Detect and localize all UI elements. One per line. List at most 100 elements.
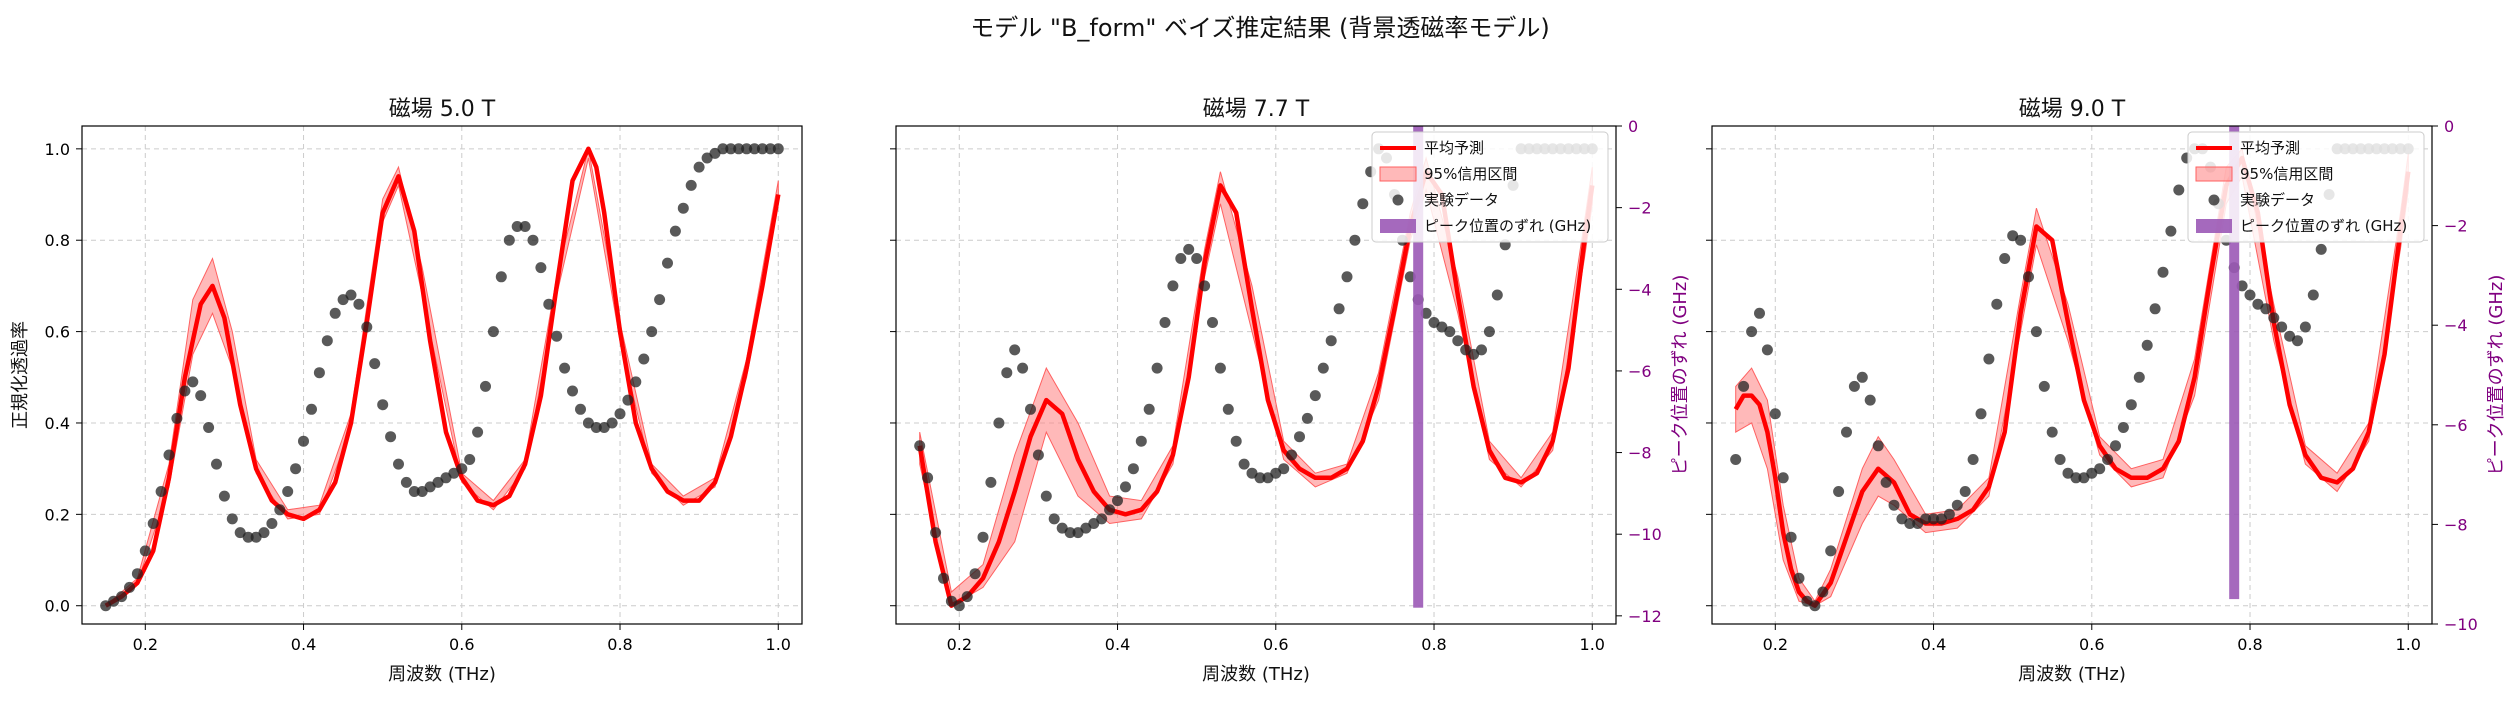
x-tick-label: 1.0: [1580, 635, 1605, 654]
data-point: [503, 234, 515, 246]
data-point: [393, 458, 404, 470]
x-axis-label: 周波数 (THz): [2018, 664, 2126, 685]
data-point: [1730, 454, 1742, 465]
data-point: [1238, 458, 1250, 470]
data-point: [961, 591, 973, 603]
x-tick-label: 0.4: [1105, 635, 1130, 654]
data-point: [1214, 362, 1226, 374]
legend-swatch-data: [1392, 194, 1404, 206]
x-tick-label: 0.8: [607, 635, 632, 654]
data-point: [1207, 317, 1218, 328]
data-point: [2268, 312, 2280, 324]
x-tick-label: 0.2: [1763, 635, 1788, 654]
data-point: [1920, 513, 1932, 525]
data-point: [772, 143, 784, 155]
chart-panel-3: 0.2 0.4 0.6 0.8 1.0 0 −2 −4 −6 −8 −10 ピーク位置のずれ (GHz…: [1706, 97, 2507, 685]
data-point: [2149, 303, 2161, 315]
data-point: [985, 476, 997, 488]
data-point: [456, 463, 468, 475]
data-point: [1159, 317, 1171, 328]
data-point: [1825, 545, 1837, 557]
data-point: [400, 476, 412, 488]
data-point: [226, 513, 238, 525]
data-point: [1959, 486, 1971, 497]
legend-swatch-peak-shift: [2196, 219, 2232, 233]
y2-tick-label: −4: [1628, 280, 1652, 299]
data-point: [2244, 289, 2256, 301]
data-point: [1191, 253, 1203, 264]
data-point: [1848, 380, 1860, 392]
data-point: [495, 271, 507, 283]
data-point: [535, 262, 547, 274]
data-point: [519, 221, 531, 232]
data-point: [1991, 298, 2003, 310]
data-point: [1048, 513, 1060, 525]
legend-swatch-band: [1379, 166, 1417, 182]
data-point: [717, 143, 729, 155]
data-point: [163, 449, 175, 461]
data-point: [385, 431, 397, 443]
y-tick-label: 1.0: [45, 140, 70, 159]
data-point: [1785, 531, 1797, 543]
mean-prediction-line: [104, 146, 781, 608]
legend-box: [1371, 131, 1609, 243]
data-point: [1801, 595, 1813, 607]
legend-label: ピーク位置のずれ (GHz): [1424, 217, 1591, 235]
legend-label: 平均予測: [2240, 139, 2300, 157]
data-point: [756, 143, 768, 155]
data-point: [2094, 463, 2106, 475]
data-point: [1317, 362, 1329, 374]
data-point: [646, 326, 658, 338]
data-point: [977, 531, 989, 543]
data-point: [147, 518, 159, 529]
data-point: [282, 486, 294, 497]
x-axis-label: 周波数 (THz): [388, 664, 496, 685]
data-point: [1230, 435, 1242, 447]
peak-shift-bar: [2229, 126, 2240, 600]
y2-tick-label: −10: [2444, 615, 2478, 634]
data-point: [1294, 431, 1305, 443]
data-point: [2276, 321, 2288, 333]
y-tick-label: 0.6: [45, 323, 70, 342]
data-point: [2141, 339, 2153, 351]
data-point: [353, 298, 365, 310]
x-tick-label: 0.4: [291, 635, 316, 654]
data-point: [1880, 476, 1892, 488]
data-point: [677, 202, 689, 214]
data-point: [1175, 253, 1187, 264]
data-point: [258, 527, 270, 539]
data-point: [1325, 335, 1337, 347]
data-point: [2260, 303, 2272, 315]
data-point: [1476, 344, 1487, 356]
data-point: [369, 358, 381, 370]
experimental-data-points: [914, 143, 1598, 612]
data-point: [551, 330, 563, 342]
data-point: [685, 179, 697, 191]
data-point: [1943, 508, 1955, 520]
data-point: [1341, 271, 1353, 283]
data-point: [329, 307, 341, 319]
data-point: [472, 426, 484, 438]
x-tick-label: 0.2: [947, 635, 972, 654]
data-point: [693, 161, 705, 173]
data-point: [1183, 243, 1195, 255]
data-point: [1120, 481, 1131, 493]
y2-tick-label: −6: [2444, 416, 2468, 435]
data-point: [203, 422, 215, 433]
data-point: [1420, 307, 1432, 319]
mean-prediction-line: [917, 169, 1595, 608]
legend-label: ピーク位置のずれ (GHz): [2240, 217, 2407, 235]
data-point: [993, 417, 1005, 429]
x-tick-label: 1.0: [766, 635, 791, 654]
data-point: [2054, 454, 2066, 465]
chart-title: 磁場 7.7 T: [1203, 97, 1310, 122]
data-point: [2062, 467, 2074, 479]
experimental-data-points: [100, 143, 784, 612]
data-point: [1967, 454, 1979, 465]
data-point: [2110, 440, 2121, 452]
data-point: [922, 472, 934, 484]
data-point: [733, 143, 745, 155]
data-point: [298, 435, 309, 447]
